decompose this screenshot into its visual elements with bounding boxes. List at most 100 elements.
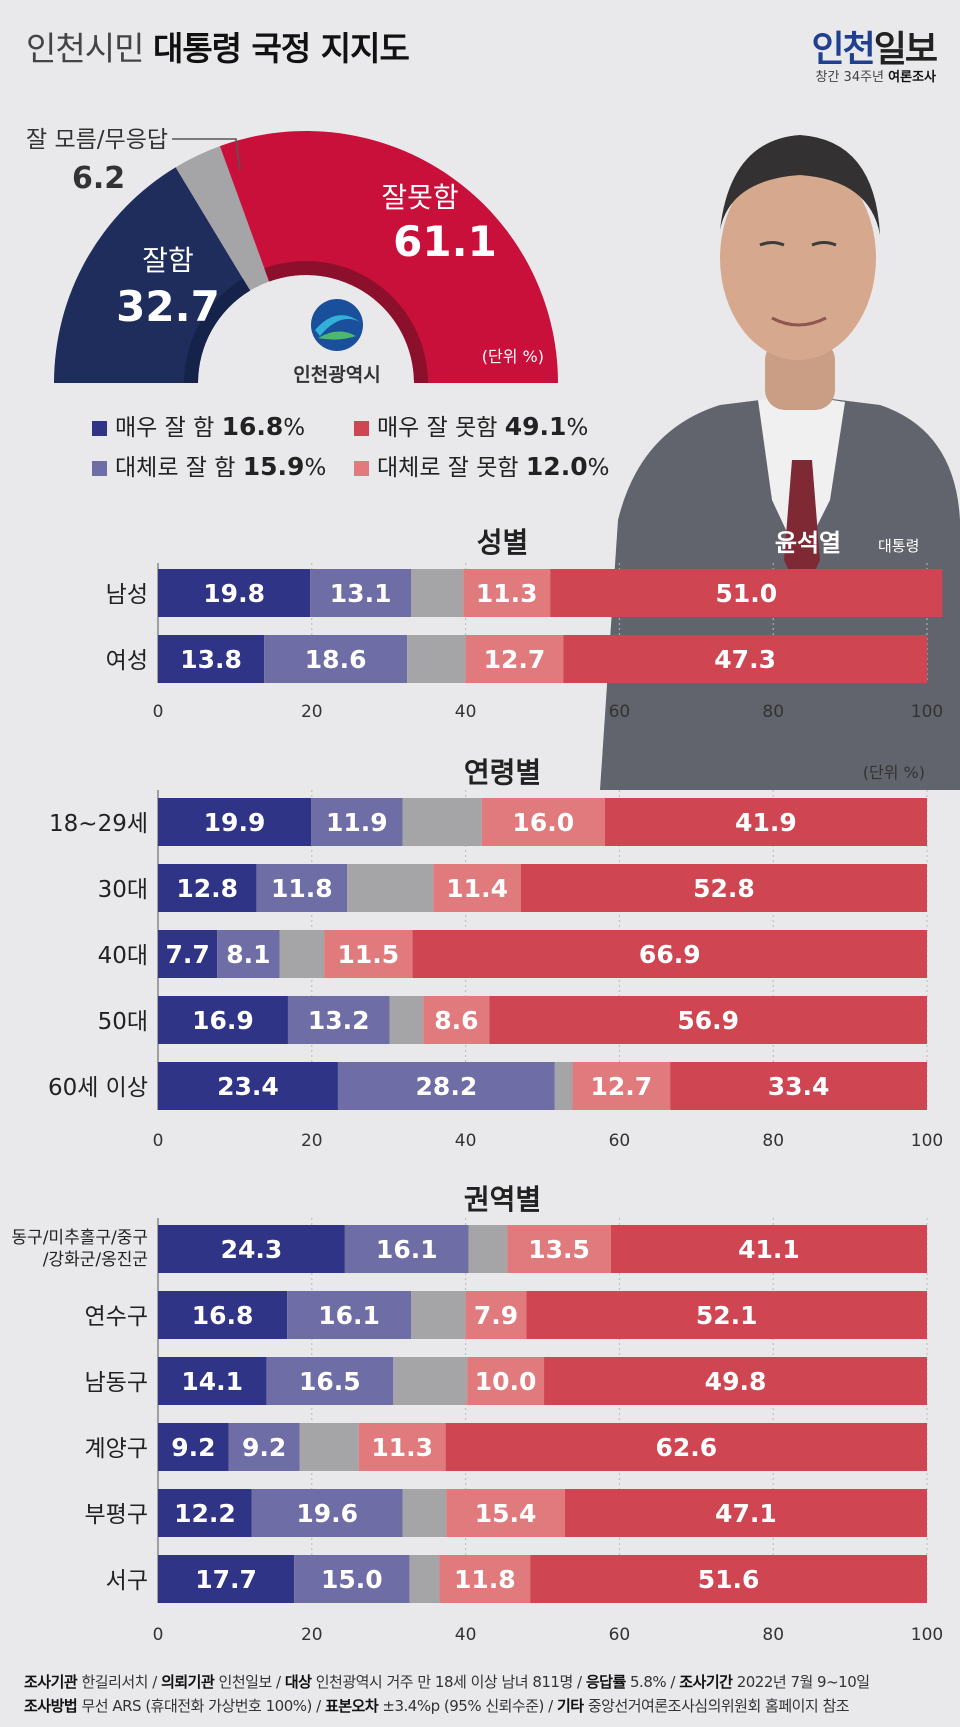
gauge-dontknow-label: 잘 모름/무응답: [26, 127, 168, 153]
footer-separator: /: [572, 1673, 586, 1691]
bar-segment-fairly-bad: [467, 1357, 545, 1405]
bar-segment-very-good: [158, 1291, 288, 1339]
x-tick-label: 40: [455, 702, 477, 722]
bar-segment-very-good: [158, 1555, 295, 1603]
footer-value: 한길리서치: [77, 1673, 148, 1691]
x-tick-label: 60: [609, 1131, 631, 1151]
data-label-very-good: 17.7: [195, 1565, 257, 1594]
data-label-very-bad: 47.1: [715, 1499, 777, 1528]
data-label-very-good: 16.9: [192, 1006, 254, 1035]
legend-unit: %: [587, 455, 610, 481]
data-label-very-good: 19.9: [204, 808, 266, 837]
x-tick-label: 20: [301, 1131, 323, 1151]
logo-part-1: 인천: [811, 29, 876, 70]
category-label: 여성: [106, 648, 148, 674]
bar-segment-very-good: [158, 635, 265, 683]
footer-value: 인천광역시 거주 만 18세 이상 남녀 811명: [311, 1673, 574, 1691]
data-label-very-good: 13.8: [180, 645, 242, 674]
legend-value: 16.8: [221, 412, 284, 441]
legend-fairly-good: 대체로 잘 함 15.9%: [92, 448, 326, 482]
data-label-very-bad: 51.0: [715, 579, 777, 608]
legend-value: 49.1: [504, 412, 567, 441]
legend-fairly-bad: 대체로 잘 못함 12.0%: [354, 448, 609, 482]
data-label-fairly-bad: 11.3: [371, 1433, 433, 1462]
legend-swatch-fairly-good: [92, 461, 107, 476]
category-label: 동구/미추홀구/중구/강화군/옹진군: [11, 1228, 148, 1270]
data-label-very-good: 9.2: [171, 1433, 215, 1462]
logo-part-2: 일보: [873, 29, 938, 70]
footer-value: 무선 ARS (휴대전화 가상번호 100%): [77, 1697, 312, 1715]
bar-segment-fairly-good: [310, 569, 412, 617]
category-label: 서구: [106, 1568, 148, 1594]
bar-segment-dont-know: [402, 1489, 447, 1537]
data-label-very-good: 24.3: [221, 1235, 283, 1264]
chart-unit-label: (단위 %): [863, 763, 925, 782]
bar-segment-fairly-bad: [507, 1225, 611, 1273]
x-tick-label: 20: [301, 702, 323, 722]
bar-segment-very-bad: [550, 569, 943, 617]
bar-segment-fairly-good: [264, 635, 408, 683]
data-label-fairly-good: 8.1: [226, 940, 270, 969]
legend-value: 12.0: [525, 452, 588, 481]
gauge-good-value: 32.7: [116, 282, 220, 331]
bar-segment-very-good: [158, 1489, 252, 1537]
footer-separator: /: [543, 1697, 557, 1715]
data-label-very-bad: 33.4: [768, 1072, 830, 1101]
bar-segment-fairly-bad: [324, 930, 413, 978]
legend-unit: %: [304, 455, 327, 481]
data-label-fairly-bad: 11.8: [454, 1565, 516, 1594]
data-label-fairly-bad: 11.5: [337, 940, 399, 969]
data-label-fairly-bad: 16.0: [512, 808, 574, 837]
emblem-circle: [311, 299, 363, 351]
gauge-bad-value: 61.1: [393, 217, 497, 266]
x-tick-label: 40: [455, 1131, 477, 1151]
data-label-fairly-bad: 15.4: [475, 1499, 537, 1528]
data-label-very-bad: 66.9: [639, 940, 701, 969]
bar-segment-fairly-good: [228, 1423, 300, 1471]
data-label-very-bad: 52.1: [696, 1301, 758, 1330]
x-tick-label: 0: [153, 1625, 164, 1645]
footer-key: 응답률: [585, 1673, 626, 1691]
category-label: 40대: [98, 943, 148, 969]
bar-segment-dont-know: [409, 1555, 440, 1603]
footer-separator: /: [666, 1673, 680, 1691]
x-tick-label: 80: [762, 1131, 784, 1151]
gauge-unit-label: (단위 %): [482, 347, 544, 366]
legend-label: 대체로 잘 함: [115, 455, 236, 481]
gauge-bad-inner-ring: [264, 261, 428, 383]
logo-subtitle: 창간 34주년 여론조사: [816, 66, 937, 85]
category-label: 60세 이상: [48, 1075, 148, 1101]
legend-label: 대체로 잘 못함: [377, 455, 519, 481]
footer-separator: /: [271, 1673, 285, 1691]
bar-segment-very-good: [158, 798, 312, 846]
bar-segment-dont-know: [279, 930, 325, 978]
category-label: 남성: [106, 582, 148, 608]
legend-unit: %: [283, 415, 306, 441]
data-label-fairly-good: 13.2: [308, 1006, 370, 1035]
data-label-very-good: 19.8: [203, 579, 265, 608]
category-label: 30대: [98, 877, 148, 903]
data-label-fairly-bad: 13.5: [528, 1235, 590, 1264]
newspaper-logo: 인천일보: [811, 20, 939, 72]
category-label: 부평구: [85, 1502, 148, 1528]
bar-segment-fairly-bad: [465, 635, 564, 683]
bar-segment-very-good: [158, 1225, 345, 1273]
emblem-text: 인천광역시: [293, 364, 380, 386]
bar-segment-very-bad: [610, 1225, 927, 1273]
chart-title: 성별: [477, 526, 529, 559]
page-title: 인천시민 대통령 국정 지지도: [26, 22, 410, 70]
data-label-very-good: 14.1: [181, 1367, 243, 1396]
category-label: 계양구: [85, 1436, 148, 1462]
bar-segment-very-bad: [670, 1062, 927, 1110]
president-name: 윤석열: [775, 529, 841, 557]
photo-caption: 윤석열 대통령: [775, 529, 920, 557]
emblem-wave: [315, 315, 360, 336]
data-label-fairly-bad: 11.3: [476, 579, 538, 608]
data-label-very-bad: 41.9: [735, 808, 797, 837]
legend-value: 15.9: [242, 452, 305, 481]
bar-segment-dont-know: [468, 1225, 508, 1273]
data-label-very-bad: 56.9: [677, 1006, 739, 1035]
data-label-very-bad: 41.1: [738, 1235, 800, 1264]
data-label-very-good: 12.2: [174, 1499, 236, 1528]
